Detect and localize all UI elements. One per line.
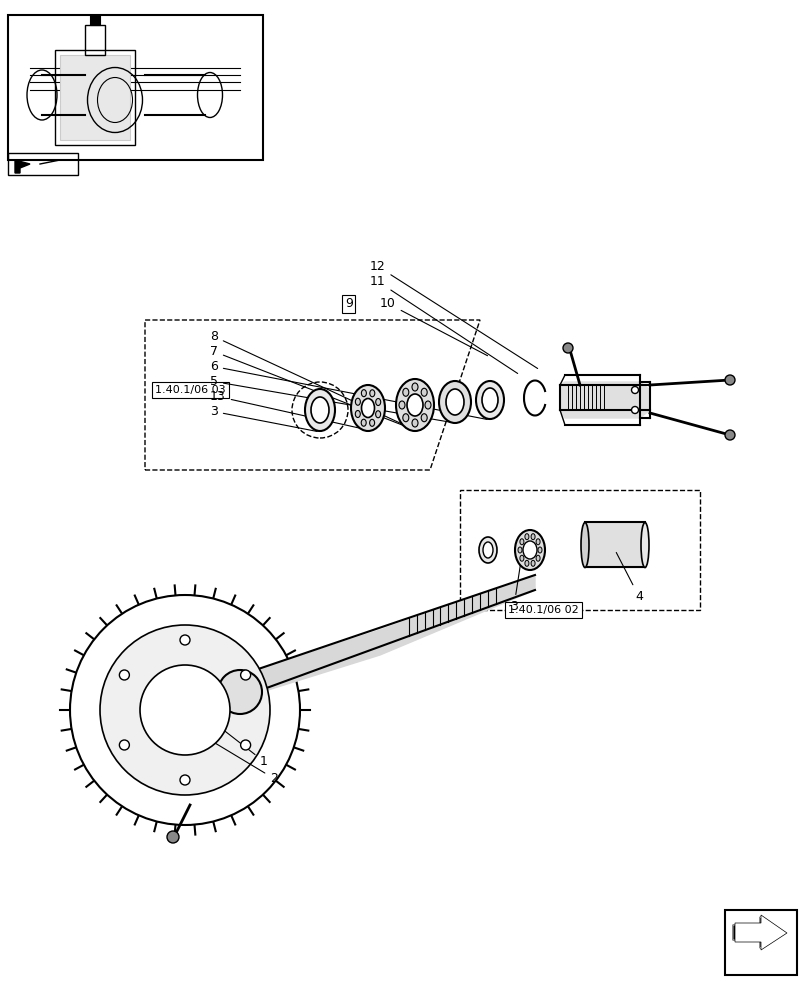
Bar — [8, 15, 263, 160]
Circle shape — [167, 831, 178, 843]
Circle shape — [724, 375, 734, 385]
Ellipse shape — [482, 388, 497, 412]
Ellipse shape — [517, 547, 521, 553]
Bar — [55, 50, 135, 145]
Ellipse shape — [305, 389, 335, 431]
Text: 13: 13 — [210, 390, 365, 429]
Ellipse shape — [514, 530, 544, 570]
Ellipse shape — [411, 383, 418, 391]
Circle shape — [180, 635, 190, 645]
Ellipse shape — [361, 390, 366, 397]
Ellipse shape — [398, 401, 405, 409]
Circle shape — [119, 670, 129, 680]
Bar — [584, 522, 644, 567]
Circle shape — [217, 670, 262, 714]
Ellipse shape — [396, 379, 433, 431]
Text: 11: 11 — [370, 275, 517, 373]
Polygon shape — [584, 523, 644, 567]
Ellipse shape — [483, 542, 492, 558]
Polygon shape — [560, 382, 649, 418]
Text: 2: 2 — [212, 741, 277, 785]
Ellipse shape — [375, 399, 380, 406]
Text: 8: 8 — [210, 330, 412, 429]
Text: 3: 3 — [509, 538, 524, 613]
Text: 1: 1 — [187, 702, 268, 768]
Circle shape — [100, 625, 270, 795]
Bar — [85, 25, 105, 55]
Ellipse shape — [519, 539, 523, 545]
Circle shape — [631, 386, 637, 393]
Ellipse shape — [361, 419, 366, 426]
Ellipse shape — [538, 547, 541, 553]
Text: 10: 10 — [380, 297, 487, 356]
Polygon shape — [734, 915, 786, 950]
Text: 1.40.1/06 02: 1.40.1/06 02 — [508, 605, 578, 615]
Ellipse shape — [535, 555, 539, 561]
Ellipse shape — [375, 411, 380, 418]
Ellipse shape — [439, 381, 470, 423]
Polygon shape — [732, 917, 784, 948]
Ellipse shape — [421, 388, 427, 396]
Ellipse shape — [640, 522, 648, 568]
Circle shape — [70, 595, 299, 825]
Ellipse shape — [355, 398, 360, 405]
Ellipse shape — [530, 560, 534, 566]
Ellipse shape — [350, 385, 384, 431]
Circle shape — [240, 740, 251, 750]
Circle shape — [562, 343, 573, 353]
Ellipse shape — [478, 537, 496, 563]
Circle shape — [240, 670, 251, 680]
Ellipse shape — [402, 388, 408, 396]
Circle shape — [119, 740, 129, 750]
Text: 12: 12 — [370, 260, 537, 369]
Bar — [724, 910, 796, 975]
Ellipse shape — [355, 410, 360, 417]
Ellipse shape — [530, 534, 534, 540]
Bar — [8, 153, 78, 175]
Ellipse shape — [369, 419, 374, 426]
Text: 1.40.1/06 03: 1.40.1/06 03 — [155, 385, 225, 395]
Ellipse shape — [411, 419, 418, 427]
Ellipse shape — [369, 390, 375, 397]
Bar — [90, 15, 100, 25]
Text: 5: 5 — [210, 375, 452, 423]
Text: 7: 7 — [210, 345, 412, 429]
Ellipse shape — [519, 555, 523, 561]
Ellipse shape — [524, 534, 528, 540]
Polygon shape — [15, 160, 30, 173]
Ellipse shape — [311, 397, 328, 423]
Ellipse shape — [421, 414, 427, 422]
Circle shape — [180, 775, 190, 785]
Ellipse shape — [406, 394, 423, 416]
Ellipse shape — [475, 381, 504, 419]
Ellipse shape — [445, 389, 463, 415]
Circle shape — [631, 406, 637, 414]
Circle shape — [724, 430, 734, 440]
Ellipse shape — [535, 539, 539, 545]
Ellipse shape — [424, 401, 431, 409]
Ellipse shape — [402, 414, 408, 422]
Ellipse shape — [522, 541, 536, 559]
Text: 9: 9 — [345, 297, 353, 310]
Text: 4: 4 — [616, 552, 642, 603]
Circle shape — [139, 665, 230, 755]
Ellipse shape — [524, 560, 528, 566]
Text: 3: 3 — [210, 405, 317, 431]
Ellipse shape — [361, 398, 374, 418]
Polygon shape — [220, 575, 534, 705]
Bar — [60, 55, 130, 140]
Text: 6: 6 — [210, 360, 487, 419]
Ellipse shape — [581, 522, 588, 568]
